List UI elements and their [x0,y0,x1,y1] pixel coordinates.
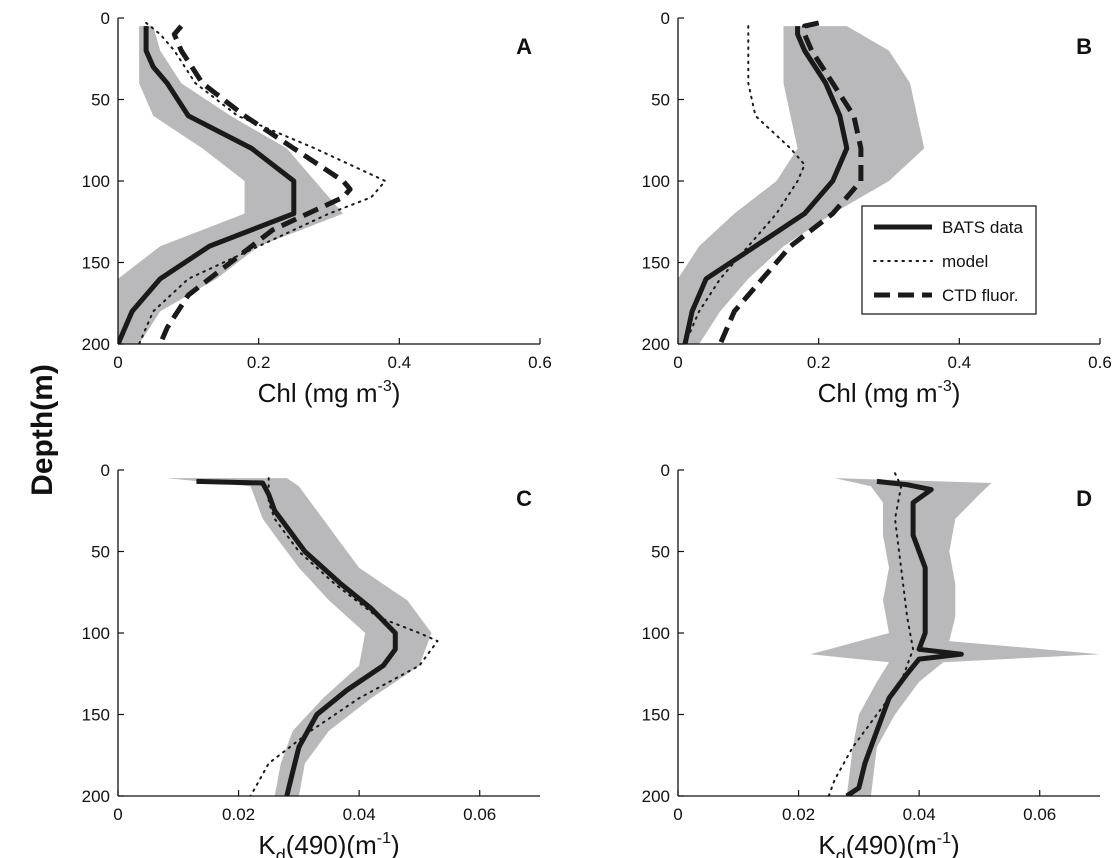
y-tick-label: 150 [642,254,670,273]
panel-label: B [1076,34,1092,59]
uncertainty-band [118,26,344,344]
y-tick-label: 150 [642,706,670,725]
uncertainty-band [810,478,1100,796]
panel-label: D [1076,486,1092,511]
series-line-solid [196,478,398,796]
series-line-dotted [684,25,806,344]
x-tick-label: 0.06 [1023,805,1056,824]
series-line-dotted [249,477,439,796]
x-axis-label: Chl (mg m-3) [258,378,401,408]
y-tick-label: 200 [642,335,670,354]
x-tick-label: 0.6 [528,353,552,372]
x-tick-label: 0.4 [948,353,972,372]
series-line-dotted [138,21,387,344]
legend: BATS data model CTD fluor. [861,205,1037,315]
series-line-solid [118,26,297,344]
y-tick-label: 100 [642,624,670,643]
y-tick-label: 50 [651,543,670,562]
x-tick-label: 0 [673,353,682,372]
y-tick-label: 200 [82,787,110,806]
x-tick-label: 0.2 [247,353,271,372]
y-tick-label: 50 [91,543,110,562]
x-tick-label: 0.02 [222,805,255,824]
legend-label: BATS data [942,218,1023,237]
x-tick-label: 0 [113,353,122,372]
y-tick-label: 0 [101,9,110,28]
depth-axis-label: Depth(m) [26,364,59,496]
x-tick-label: 0 [113,805,122,824]
x-tick-label: 0 [673,805,682,824]
y-tick-label: 0 [661,461,670,480]
y-tick-label: 150 [82,254,110,273]
plot-area [166,477,439,796]
plot-area [678,20,925,344]
uncertainty-band [678,26,925,344]
y-tick-label: 50 [651,91,670,110]
x-axis-label: Kd(490)(m-1) [818,830,959,858]
y-tick-label: 50 [91,91,110,110]
y-tick-label: 100 [82,172,110,191]
series-line-dotted [827,472,915,796]
x-tick-label: 0.04 [903,805,936,824]
series-line-dashed [717,20,864,344]
plot-area [118,21,387,344]
x-tick-label: 0.06 [463,805,496,824]
legend-label: model [942,252,988,271]
panel-label: A [516,34,532,59]
y-tick-label: 200 [642,787,670,806]
legend-label: CTD fluor. [942,286,1019,305]
legend-box [861,205,1037,315]
y-tick-label: 100 [82,624,110,643]
panel-label: C [516,486,532,511]
y-tick-label: 100 [642,172,670,191]
plot-area [810,472,1100,796]
x-tick-label: 0.4 [388,353,412,372]
x-axis-label: Chl (mg m-3) [818,378,961,408]
x-axis-label: Kd(490)(m-1) [258,830,399,858]
y-tick-label: 150 [82,706,110,725]
y-tick-label: 0 [101,461,110,480]
series-line-dashed [157,24,353,344]
x-tick-label: 0.6 [1088,353,1112,372]
series-line-solid [682,26,850,344]
x-tick-label: 0.02 [782,805,815,824]
series-line-solid [845,478,964,796]
x-tick-label: 0.04 [343,805,376,824]
x-tick-label: 0.2 [807,353,831,372]
y-tick-label: 200 [82,335,110,354]
y-tick-label: 0 [661,9,670,28]
